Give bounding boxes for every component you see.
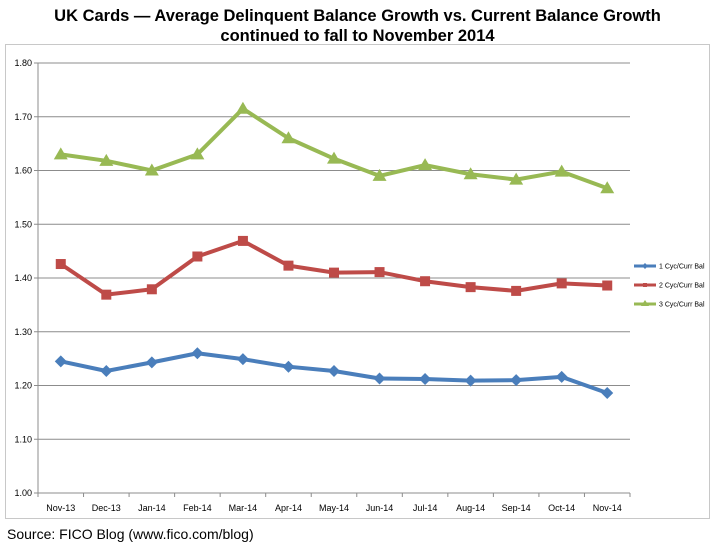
source-note: Source: FICO Blog (www.fico.com/blog)	[7, 526, 254, 542]
series-1-marker	[54, 355, 67, 368]
series-2-marker	[283, 260, 294, 271]
series-2-marker	[237, 235, 248, 246]
series-1-marker	[419, 373, 432, 386]
series-3-marker	[53, 147, 68, 160]
y-tick-label: 1.70	[14, 112, 32, 122]
legend-label-2: 2 Cyc/Curr Bal	[659, 283, 705, 290]
series-1-marker	[282, 360, 295, 373]
series-2-marker	[420, 276, 431, 287]
y-tick-label: 1.30	[14, 327, 32, 337]
legend-2-marker	[643, 283, 647, 287]
y-tick-label: 1.10	[14, 434, 32, 444]
x-tick-label: Feb-14	[183, 503, 212, 513]
series-2-marker	[556, 278, 567, 289]
series-3-marker	[554, 164, 569, 177]
series-3-marker	[327, 151, 341, 164]
series-2-marker	[146, 284, 157, 295]
series-2-marker	[192, 251, 203, 262]
chart-title: UK Cards — Average Delinquent Balance Gr…	[0, 6, 715, 46]
legend-3-marker	[641, 300, 649, 306]
x-tick-label: Nov-13	[46, 503, 75, 513]
series-layer	[53, 101, 615, 400]
series-2	[55, 235, 613, 300]
series-1-marker	[236, 353, 249, 366]
y-tick-label: 1.80	[14, 58, 32, 68]
series-3-marker	[600, 181, 615, 194]
series-2-marker	[602, 280, 613, 291]
x-tick-label: Jun-14	[366, 503, 394, 513]
series-3-marker	[99, 153, 114, 166]
legend-label-1: 1 Cyc/Curr Bal	[659, 264, 705, 271]
series-3-marker	[281, 131, 296, 144]
axes: 1.00 1.10 1.20 1.30 1.40 1.50 1.60 1.70 1.80 Nov-…	[14, 58, 631, 513]
series-1-marker	[328, 364, 340, 377]
x-tick-label: Apr-14	[275, 503, 302, 513]
y-tick-label: 1.00	[14, 488, 32, 498]
x-tick-label: Sep-14	[502, 503, 531, 513]
x-tick-label: Dec-13	[92, 503, 121, 513]
x-tick-label: May-14	[319, 503, 349, 513]
series-2-marker	[465, 282, 476, 293]
y-tick-label: 1.20	[14, 381, 32, 391]
series-3-line	[60, 106, 608, 191]
series-2-marker	[374, 267, 385, 278]
x-tick-label: Aug-14	[456, 503, 485, 513]
series-2-marker	[55, 259, 66, 270]
series-1-marker	[555, 370, 568, 383]
x-tick-label: Mar-14	[229, 503, 258, 513]
series-1-marker	[510, 374, 523, 387]
series-2-marker	[511, 285, 522, 296]
series-3	[53, 101, 615, 194]
series-1-marker	[373, 372, 386, 385]
series-2-marker	[101, 289, 112, 300]
series-3-marker	[509, 172, 524, 185]
series-3-marker	[190, 147, 205, 160]
x-tick-label: Jan-14	[138, 503, 166, 513]
series-1	[54, 347, 614, 400]
y-tick-label: 1.50	[14, 219, 32, 229]
series-1-marker	[601, 387, 614, 400]
y-tick-label: 1.60	[14, 166, 32, 176]
series-3-marker	[418, 158, 433, 171]
series-3-marker	[463, 167, 478, 180]
chart-frame	[5, 44, 710, 519]
series-1-marker	[145, 356, 158, 369]
series-1-marker	[191, 347, 204, 360]
x-tick-label: Nov-14	[593, 503, 622, 513]
chart-title-line-1: UK Cards — Average Delinquent Balance Gr…	[54, 7, 661, 25]
x-tick-label: Jul-14	[413, 503, 438, 513]
series-3-marker	[235, 101, 250, 114]
series-1-marker	[100, 364, 113, 377]
x-tick-label: Oct-14	[548, 503, 575, 513]
chart-title-line-2: continued to fall to November 2014	[220, 27, 495, 45]
series-3-marker	[372, 168, 387, 181]
legend: 1 Cyc/Curr Bal 2 Cyc/Curr Bal 3 Cyc/Curr B…	[634, 263, 705, 309]
gridlines	[38, 62, 630, 440]
legend-label-3: 3 Cyc/Curr Bal	[659, 302, 705, 309]
series-3-marker	[144, 163, 159, 176]
series-1-marker	[464, 374, 477, 387]
y-tick-label: 1.40	[14, 273, 32, 283]
legend-1-marker	[642, 263, 648, 269]
series-2-marker	[329, 267, 339, 278]
